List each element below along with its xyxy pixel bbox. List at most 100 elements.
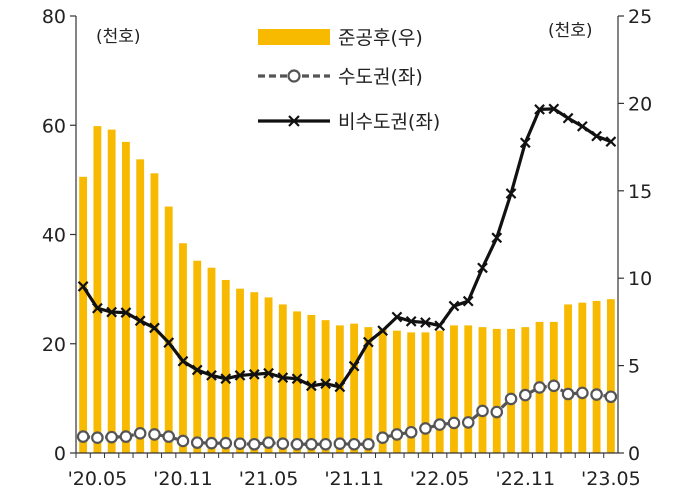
bar bbox=[236, 288, 244, 453]
series-line bbox=[83, 384, 612, 446]
data-point bbox=[333, 437, 347, 451]
left-axis-tick-label: 80 bbox=[42, 6, 66, 28]
bar bbox=[578, 302, 587, 453]
data-point bbox=[319, 437, 332, 451]
bar bbox=[136, 159, 145, 453]
x-axis-tick-label: '20.11 bbox=[153, 468, 213, 490]
data-point bbox=[162, 430, 176, 443]
data-point bbox=[263, 367, 274, 379]
data-point bbox=[234, 370, 246, 381]
legend-label: 비수도권(좌) bbox=[338, 111, 440, 133]
left-axis-tick-label: 40 bbox=[42, 225, 66, 247]
bar bbox=[364, 327, 373, 453]
data-point bbox=[461, 416, 475, 429]
right-axis-tick-label: 20 bbox=[628, 93, 652, 115]
data-point bbox=[120, 307, 132, 318]
legend-item: 비수도권(좌) bbox=[258, 111, 440, 133]
bar bbox=[107, 129, 116, 453]
data-point bbox=[390, 428, 404, 441]
data-point bbox=[576, 120, 588, 132]
right-axis-tick-label: 15 bbox=[628, 181, 652, 203]
series-line bbox=[81, 107, 612, 389]
data-point bbox=[105, 430, 118, 444]
data-point bbox=[476, 404, 489, 418]
data-point bbox=[176, 434, 190, 448]
bar bbox=[221, 279, 230, 453]
bar bbox=[79, 176, 88, 453]
right-axis-tick-label: 10 bbox=[628, 268, 652, 290]
data-point bbox=[405, 315, 417, 327]
data-point bbox=[220, 373, 232, 385]
left-axis-tick-label: 60 bbox=[42, 115, 66, 137]
data-point bbox=[262, 436, 275, 449]
data-point bbox=[533, 381, 546, 394]
data-point bbox=[334, 381, 346, 393]
data-point bbox=[534, 104, 545, 115]
data-point bbox=[106, 306, 118, 318]
data-point bbox=[291, 373, 303, 385]
x-axis-tick-label: '21.05 bbox=[239, 468, 299, 490]
data-point bbox=[491, 232, 503, 244]
data-point bbox=[561, 387, 575, 401]
non-capital-region-series bbox=[77, 103, 617, 393]
data-point bbox=[347, 437, 361, 451]
data-point bbox=[163, 337, 175, 349]
bar bbox=[507, 328, 515, 453]
bar bbox=[478, 327, 487, 453]
data-point bbox=[362, 437, 375, 451]
bar-series bbox=[79, 126, 615, 454]
axes: 0 20 40 60 80 0 5 10 15 20 25 '20.05 '20.11 '21.05 '21… bbox=[42, 6, 652, 490]
data-point bbox=[404, 425, 418, 439]
x-axis-tick-label: '20.05 bbox=[68, 468, 128, 490]
bar bbox=[350, 323, 359, 453]
legend-item: 준공후(우) bbox=[258, 27, 423, 49]
data-point bbox=[177, 355, 189, 367]
right-axis-tick-label: 5 bbox=[628, 356, 640, 378]
left-axis-unit-label: (천호) bbox=[96, 27, 141, 47]
data-point bbox=[248, 368, 260, 380]
data-point bbox=[562, 112, 574, 124]
data-point bbox=[420, 317, 431, 328]
data-point bbox=[219, 436, 233, 450]
right-axis-unit-label: (천호) bbox=[548, 21, 593, 41]
bar bbox=[264, 297, 273, 453]
data-point bbox=[419, 422, 432, 435]
data-point bbox=[590, 388, 603, 401]
data-point bbox=[305, 380, 317, 392]
line-series bbox=[76, 103, 618, 451]
bar bbox=[393, 330, 401, 453]
bar bbox=[122, 141, 130, 454]
legend: 준공후(우) 수도권(좌) 비수도권(좌) bbox=[258, 27, 440, 133]
data-point bbox=[276, 437, 290, 451]
data-point bbox=[134, 315, 146, 327]
bar bbox=[378, 328, 387, 453]
bar bbox=[606, 299, 615, 453]
data-point bbox=[376, 431, 389, 444]
capital-region-series bbox=[76, 379, 618, 451]
x-axis-tick-label: '21.11 bbox=[324, 468, 384, 490]
data-point bbox=[149, 322, 160, 334]
data-point bbox=[377, 325, 389, 337]
data-point bbox=[576, 386, 589, 400]
bar bbox=[307, 314, 316, 453]
data-point bbox=[505, 188, 517, 199]
data-point bbox=[391, 311, 403, 323]
legend-swatch bbox=[258, 29, 330, 45]
data-point bbox=[605, 136, 617, 148]
data-point bbox=[133, 427, 147, 440]
data-point bbox=[447, 416, 461, 430]
bar bbox=[179, 243, 187, 453]
bar bbox=[564, 304, 572, 453]
bar bbox=[150, 173, 159, 453]
legend-item: 수도권(좌) bbox=[258, 66, 423, 88]
data-point bbox=[233, 437, 247, 451]
bar bbox=[421, 332, 430, 453]
data-point bbox=[504, 392, 518, 406]
bar bbox=[592, 300, 601, 453]
data-point bbox=[604, 390, 618, 404]
data-point bbox=[247, 437, 261, 451]
data-point bbox=[547, 379, 561, 393]
legend-label: 준공후(우) bbox=[338, 27, 423, 49]
data-point bbox=[320, 378, 331, 390]
